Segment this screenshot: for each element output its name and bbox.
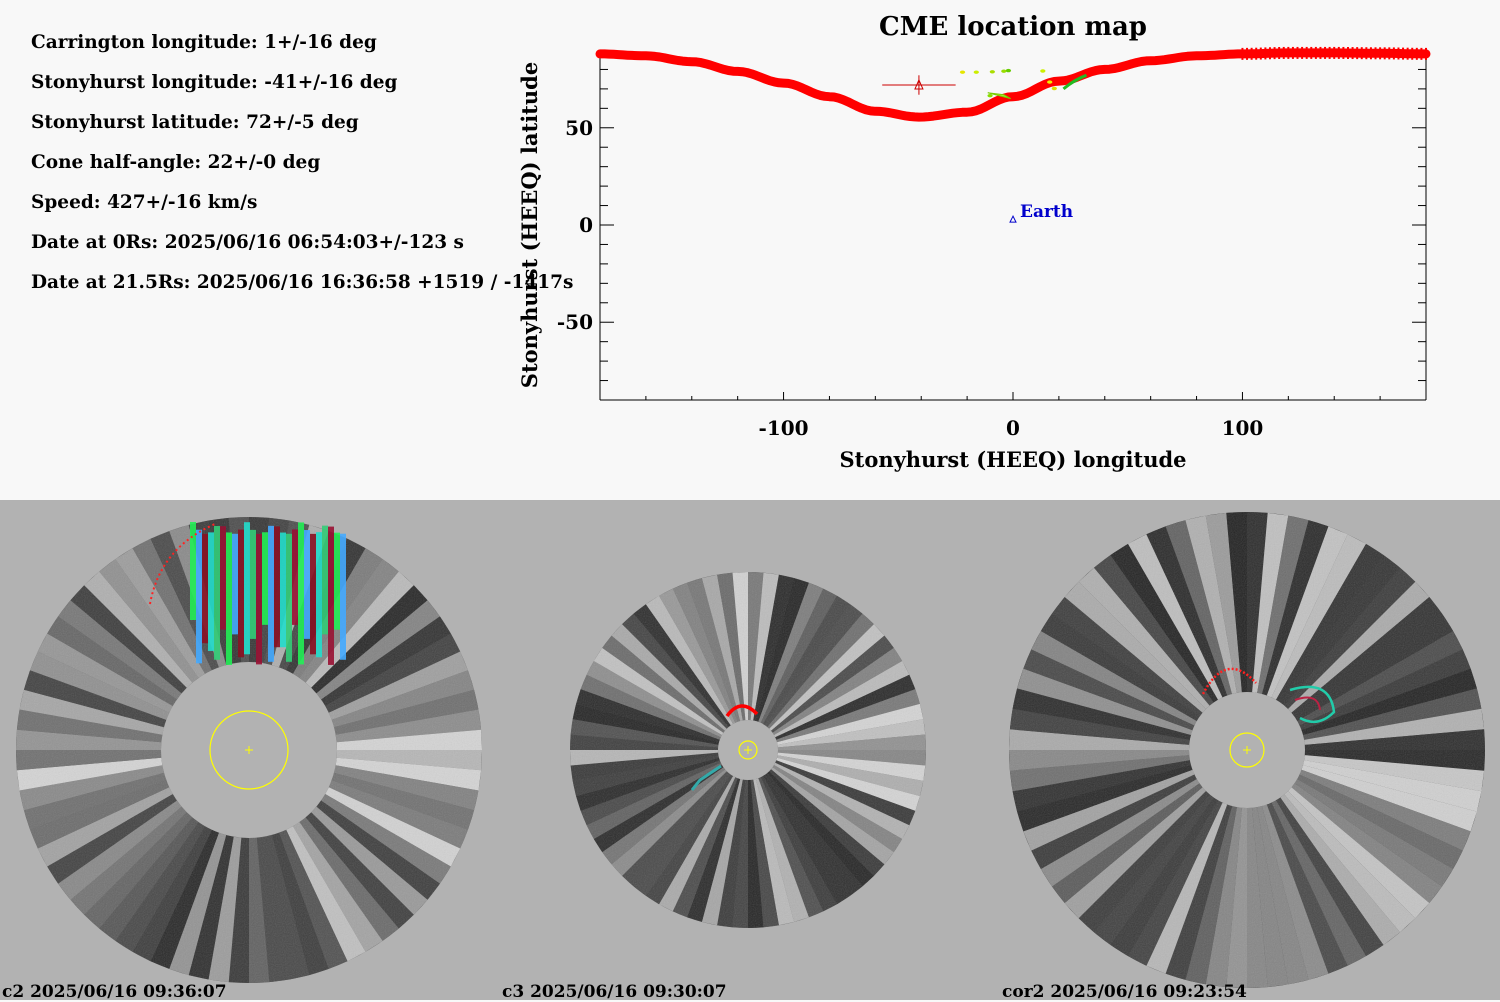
parameter-value: 427+/-16 km/s: [107, 192, 258, 213]
x-tick-label: -100: [759, 416, 809, 440]
axes: [599, 50, 1427, 401]
parameter-line: Date at 0Rs: 2025/06/16 06:54:03+/-123 s: [31, 231, 573, 271]
cme-detection-band: [268, 525, 274, 662]
cme-detection-band: [328, 526, 334, 665]
parameter-label: Cone half-angle:: [31, 152, 202, 173]
parameter-label: Stonyhurst longitude:: [31, 72, 258, 93]
cme-detection-band: [220, 526, 226, 630]
cme-detection-band: [214, 526, 220, 660]
parameter-value: -41+/-16 deg: [264, 72, 398, 93]
cme-detection-band: [304, 530, 310, 639]
cme-detection-band: [232, 533, 238, 635]
cme-detection-band: [316, 532, 322, 658]
detection-blob: [1062, 73, 1088, 91]
parameter-label: Carrington longitude:: [31, 32, 258, 53]
detection-point: [1040, 69, 1046, 73]
cme-detection-band: [256, 533, 262, 665]
cme-detection-band: [238, 529, 244, 658]
x-axis-label: Stonyhurst (HEEQ) longitude: [839, 447, 1186, 472]
y-tick-label: -50: [557, 310, 593, 334]
cme-detection-band: [292, 529, 298, 625]
sun-limb-circle: [738, 740, 758, 760]
cme-detection-band: [262, 532, 268, 625]
cme-detection-band: [310, 533, 316, 655]
cme-location-triangle: [914, 78, 924, 90]
cor2-coronagraph-image: [1009, 512, 1485, 988]
earth-label: Earth: [1020, 202, 1073, 222]
detection-point: [973, 70, 979, 74]
detection-point: [1051, 86, 1057, 91]
y-tick-label: 50: [565, 116, 593, 140]
cme-detection-band: [190, 522, 196, 620]
sun-limb-circle: [1229, 732, 1265, 768]
cme-parameters: Carrington longitude: 1+/-16 deg Stonyhur…: [31, 31, 573, 311]
cme-detection-band: [250, 529, 256, 639]
parameter-line: Stonyhurst latitude: 72+/-5 deg: [31, 111, 573, 151]
sun-limb-circle: [209, 710, 289, 790]
detection-point: [1001, 69, 1007, 73]
detection-point: [1005, 68, 1012, 73]
c2-cme-detection: [190, 522, 346, 665]
parameter-line: Cone half-angle: 22+/-0 deg: [31, 151, 573, 191]
coronagraph-panel: [0, 500, 1500, 1000]
cme-detection-band: [334, 532, 340, 630]
cor2-cme-detection: [1289, 685, 1336, 724]
cme-detection-band: [196, 529, 202, 664]
cme-detection-band: [286, 533, 292, 662]
detection-point: [989, 70, 995, 74]
c3-coronagraph-image: [570, 572, 926, 928]
cme-detection-band: [280, 532, 286, 648]
parameter-label: Date at 0Rs:: [31, 232, 159, 253]
cme-location-map: CME location map -100 0 100 -50 0 50 Stonyhurst…: [517, 12, 1431, 472]
top-panel: Carrington longitude: 1+/-16 deg Stonyhur…: [0, 0, 1500, 500]
c3-timestamp-label: c3 2025/06/16 09:30:07: [502, 982, 727, 1002]
c2-timestamp-label: c2 2025/06/16 09:36:07: [2, 982, 227, 1002]
parameter-label: Stonyhurst latitude:: [31, 112, 240, 133]
parameter-value: 72+/-5 deg: [246, 112, 359, 133]
cme-detection-band: [226, 532, 232, 665]
cor2-timestamp-label: cor2 2025/06/16 09:23:54: [1002, 982, 1247, 1002]
cme-detection-band: [298, 522, 304, 665]
parameter-line: Date at 21.5Rs: 2025/06/16 16:36:58 +151…: [31, 271, 573, 311]
y-tick-label: 0: [579, 213, 593, 237]
c2-cme-front-arc: [149, 523, 216, 605]
parameter-label: Date at 21.5Rs:: [31, 272, 191, 293]
parameter-line: Stonyhurst longitude: -41+/-16 deg: [31, 71, 573, 111]
x-tick-label: 100: [1222, 416, 1264, 440]
cme-boundary-markers: [1241, 46, 1427, 60]
detection-point: [1047, 80, 1053, 84]
y-axis-label: Stonyhurst (HEEQ) latitude: [517, 62, 542, 388]
cme-detection-band: [340, 533, 346, 660]
cme-boundary-curve: [595, 48, 1431, 122]
c2-coronagraph-image: [16, 517, 482, 983]
parameter-label: Speed:: [31, 192, 101, 213]
cor2-cme-front-arc: [1201, 667, 1257, 695]
cme-detection-band: [274, 526, 280, 648]
coronagraph-images: [16, 512, 1485, 988]
parameter-value: 22+/-0 deg: [207, 152, 321, 173]
parameter-value: 2025/06/16 06:54:03+/-123 s: [164, 232, 464, 253]
c3-cme-front-arc: [725, 704, 759, 718]
x-tick-label: 0: [1006, 416, 1020, 440]
chart-title: CME location map: [879, 12, 1147, 42]
cme-detection-band: [322, 525, 328, 635]
cor2-cme-detection-inner: [1294, 696, 1321, 711]
parameter-line: Speed: 427+/-16 km/s: [31, 191, 573, 231]
cme-detection-band: [202, 533, 208, 644]
parameter-line: Carrington longitude: 1+/-16 deg: [31, 31, 573, 71]
earth-marker: [1009, 215, 1017, 223]
cme-detection-band: [208, 532, 214, 651]
parameter-value: 2025/06/16 16:36:58 +1519 / -1417s: [196, 272, 574, 293]
cme-location-marker: [882, 75, 956, 95]
cme-detection-band: [244, 522, 250, 655]
detection-point: [959, 70, 966, 74]
detection-point: [987, 93, 993, 98]
parameter-value: 1+/-16 deg: [264, 32, 377, 53]
c3-cme-detection: [690, 764, 722, 791]
detection-streak: [987, 92, 1011, 100]
